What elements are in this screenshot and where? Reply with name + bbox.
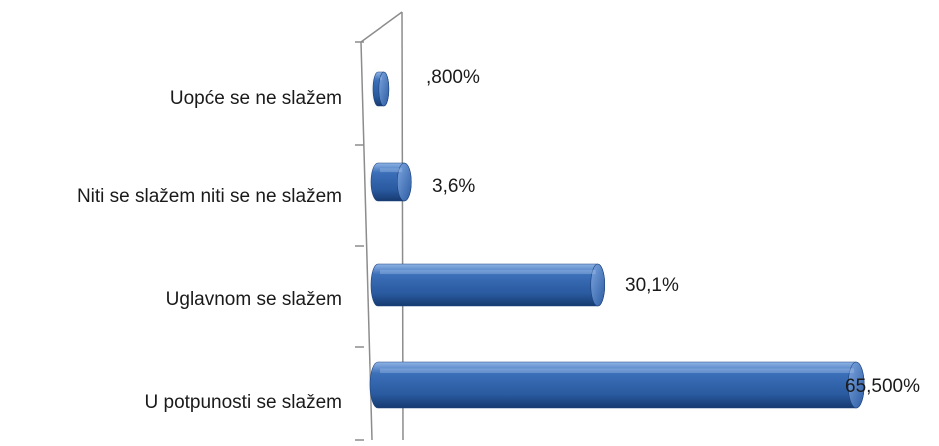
bar-highlight — [380, 76, 382, 81]
category-label: Uopće se ne slažem — [170, 88, 342, 109]
axis-ticks — [355, 41, 364, 441]
category-label: Niti se slažem niti se ne slažem — [77, 186, 342, 207]
data-label: 3,6% — [432, 176, 475, 197]
data-label: ,800% — [426, 67, 480, 88]
bar-end-cap — [847, 361, 865, 409]
data-labels: ,800% 3,6% 30,1% 65,500% — [426, 67, 920, 397]
bar-end-cap — [396, 162, 412, 202]
category-label: Uglavnom se slažem — [166, 289, 342, 310]
data-label: 65,500% — [845, 376, 920, 397]
bars-group — [366, 66, 865, 414]
category-labels: Uopće se ne slažem Niti se slažem niti s… — [77, 88, 342, 413]
bar-highlight — [380, 269, 596, 275]
bar-highlight — [380, 368, 855, 374]
bar-end-cap — [590, 263, 606, 307]
category-label: U potpunosti se slažem — [145, 392, 343, 413]
bar-end-cap — [378, 71, 390, 107]
bar-highlight — [380, 168, 403, 173]
data-label: 30,1% — [625, 275, 679, 296]
axis-top-edge — [360, 11, 403, 43]
